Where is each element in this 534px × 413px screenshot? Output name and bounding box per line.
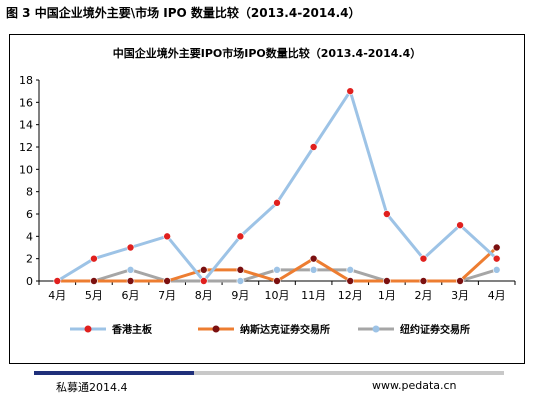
y-tick-label: 0 [26,275,33,288]
data-point-series-1 [273,277,281,285]
data-point-series-0 [456,221,464,229]
data-point-series-1 [346,277,355,285]
legend-swatch-marker [84,325,92,333]
x-tick-label: 7月 [158,289,176,302]
data-point-series-0 [309,143,318,151]
footer-bar-rule [194,371,504,375]
data-point-series-1 [126,277,135,285]
data-point-series-2 [236,277,245,285]
data-point-series-0 [126,243,135,252]
legend-label: 纽约证券交易所 [400,323,470,336]
x-tick-label: 6月 [122,289,140,302]
data-point-series-2 [309,266,318,274]
data-point-series-0 [199,277,208,285]
data-point-series-0 [236,232,245,241]
data-point-series-1 [90,277,98,285]
legend-swatch-marker [372,325,380,333]
footer-bar-accent [34,371,194,375]
y-tick-label: 8 [26,186,33,199]
legend-swatch-marker [212,325,220,333]
data-point-series-0 [273,199,281,207]
line-chart: 中国企业境外主要IPO市场IPO数量比较（2013.4-2014.4） 0 2 4 6… [19,46,516,336]
x-tick-label: 8月 [195,289,213,302]
data-point-series-2 [273,266,281,274]
y-tick-label: 12 [19,141,33,154]
x-tick-label: 11月 [301,289,326,302]
y-tick-label: 2 [26,253,33,266]
x-tick-label: 3月 [451,289,469,302]
footer-source: 私募通2014.4 [56,381,128,394]
x-tick-label: 1月 [378,289,396,302]
series-group [53,87,501,285]
data-point-series-1 [199,266,208,274]
chart-frame: 中国企业境外主要IPO市场IPO数量比较（2013.4-2014.4） 0 2 4 6… [9,34,525,364]
data-point-series-0 [419,254,428,263]
legend: 香港主板 纳斯达克证券交易所 纽约证券交易所 [70,323,470,336]
x-tick-label: 2月 [414,289,432,302]
data-point-series-2 [126,266,135,274]
data-point-series-1 [309,254,318,263]
data-point-series-0 [163,232,171,241]
data-point-series-0 [53,277,62,285]
x-tick-label: 5月 [85,289,103,302]
data-point-series-1 [492,243,501,252]
chart-title: 中国企业境外主要IPO市场IPO数量比较（2013.4-2014.4） [113,46,421,60]
x-tick-label: 12月 [338,289,363,302]
y-tick-label: 4 [26,230,33,243]
y-tick-label: 14 [19,119,33,132]
legend-label: 香港主板 [112,323,153,336]
data-point-series-0 [492,254,501,263]
footer-website: www.pedata.cn [372,379,457,392]
x-tick-label: 10月 [265,289,290,302]
data-point-series-1 [456,277,464,285]
data-point-series-1 [419,277,428,285]
series-line-0 [55,89,499,283]
data-point-series-2 [492,266,501,274]
y-tick-label: 6 [26,208,33,221]
figure-caption: 图 3 中国企业境外主要\市场 IPO 数量比较（2013.4-2014.4） [6,6,361,20]
y-tick-label: 18 [19,74,33,87]
y-tick-label: 10 [19,163,33,176]
data-point-series-1 [163,277,171,285]
y-axis-ticks: 0 2 4 6 8 10 12 14 16 18 [19,74,39,288]
legend-label: 纳斯达克证券交易所 [240,323,330,336]
x-tick-label: 4月 [488,289,506,302]
data-point-series-0 [90,254,98,263]
x-axis-ticks: 4月 5月 6月 7月 8月 9月 10月 11月 12月 1月 2月 3月 4月 [38,281,516,302]
data-point-series-1 [236,266,245,274]
data-point-series-2 [346,266,355,274]
data-point-series-1 [383,277,391,285]
x-tick-label: 4月 [48,289,66,302]
data-point-series-0 [346,87,355,95]
x-tick-label: 9月 [231,289,249,302]
data-point-series-0 [383,210,391,218]
y-tick-label: 16 [19,96,33,109]
